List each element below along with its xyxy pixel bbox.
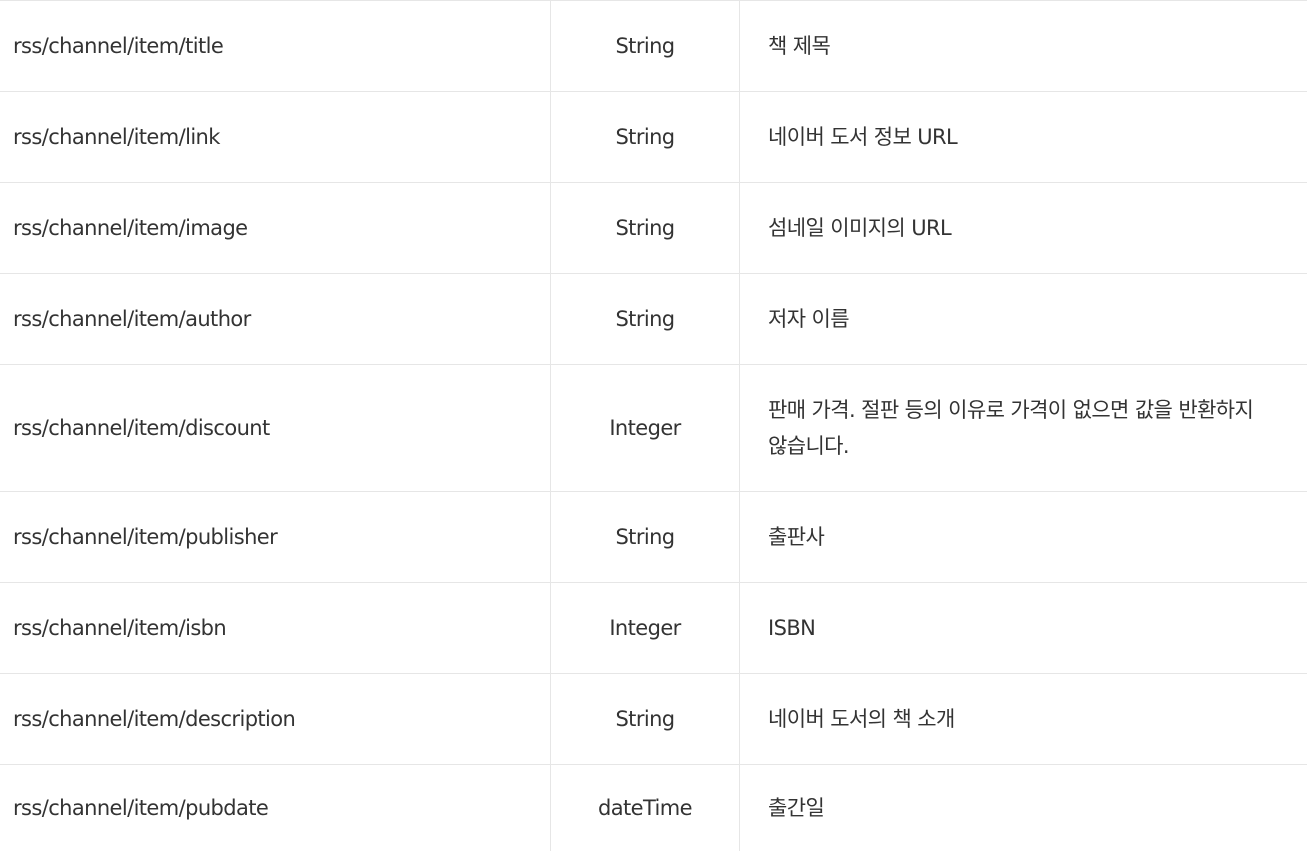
field-name-cell: rss/channel/item/isbn — [0, 583, 551, 673]
field-description-cell: 저자 이름 — [768, 307, 850, 331]
field-type-cell: Integer — [551, 583, 740, 673]
field-name-cell: rss/channel/item/author — [0, 274, 551, 364]
field-description-cell: 섬네일 이미지의 URL — [768, 216, 952, 240]
table-row: rss/channel/item/link String 네이버 도서 정보 U… — [0, 92, 1307, 183]
field-name-cell: rss/channel/item/link — [0, 92, 551, 182]
table-row: rss/channel/item/publisher String 출판사 — [0, 492, 1307, 583]
field-description-cell: 책 제목 — [768, 34, 831, 58]
field-description-cell: 출판사 — [768, 525, 825, 549]
field-name-cell: rss/channel/item/title — [0, 1, 551, 91]
field-name-cell: rss/channel/item/description — [0, 674, 551, 764]
field-type-cell: String — [551, 674, 740, 764]
field-type-cell: String — [551, 92, 740, 182]
table-row: rss/channel/item/image String 섬네일 이미지의 U… — [0, 183, 1307, 274]
table-row: rss/channel/item/pubdate dateTime 출간일 — [0, 765, 1307, 851]
field-description-cell: 출간일 — [768, 796, 825, 820]
table-row: rss/channel/item/title String 책 제목 — [0, 1, 1307, 92]
field-type-cell: String — [551, 183, 740, 273]
field-description-cell: ISBN — [768, 616, 816, 640]
field-description-cell: 네이버 도서의 책 소개 — [768, 707, 955, 731]
table-row: rss/channel/item/discount Integer 판매 가격.… — [0, 365, 1307, 492]
field-name-cell: rss/channel/item/publisher — [0, 492, 551, 582]
table-row: rss/channel/item/description String 네이버 … — [0, 674, 1307, 765]
field-type-cell: Integer — [551, 365, 740, 491]
field-type-cell: dateTime — [551, 765, 740, 851]
field-description-cell: 네이버 도서 정보 URL — [768, 125, 958, 149]
field-type-cell: String — [551, 1, 740, 91]
field-name-cell: rss/channel/item/image — [0, 183, 551, 273]
field-type-cell: String — [551, 492, 740, 582]
field-type-cell: String — [551, 274, 740, 364]
table-row: rss/channel/item/isbn Integer ISBN — [0, 583, 1307, 674]
field-name-cell: rss/channel/item/pubdate — [0, 765, 551, 851]
table-row: rss/channel/item/author String 저자 이름 — [0, 274, 1307, 365]
field-description-cell: 판매 가격. 절판 등의 이유로 가격이 없으면 값을 반환하지 않습니다. — [768, 398, 1254, 458]
field-name-cell: rss/channel/item/discount — [0, 365, 551, 491]
